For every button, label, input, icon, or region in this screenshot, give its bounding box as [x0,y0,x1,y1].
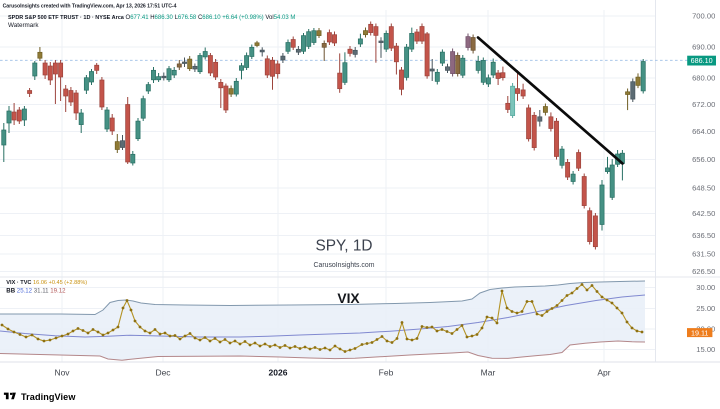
svg-text:Mar: Mar [481,368,496,378]
svg-text:SPY, 1D: SPY, 1D [315,238,372,255]
svg-text:Nov: Nov [54,368,70,378]
svg-text:656.00: 656.00 [692,155,715,164]
svg-text:680.00: 680.00 [692,74,715,83]
svg-text:SPDR S&P 500 ETF TRUST · 1D ·: SPDR S&P 500 ETF TRUST · 1D · NYSE Arca … [8,15,295,21]
svg-text:25.00: 25.00 [696,304,715,313]
svg-text:672.00: 672.00 [692,100,715,109]
svg-text:626.50: 626.50 [692,267,715,276]
svg-text:700.00: 700.00 [692,12,715,21]
svg-text:CarusoInsights.com: CarusoInsights.com [314,262,375,269]
svg-text:19.11: 19.11 [691,328,708,337]
svg-text:664.00: 664.00 [692,127,715,136]
svg-text:VIX: VIX [337,291,360,306]
svg-text:Feb: Feb [379,368,394,378]
svg-text:2026: 2026 [269,368,288,378]
svg-text:CarusoInsights created with Tr: CarusoInsights created with TradingView.… [3,4,177,10]
svg-text:BB 25.12 31.11 19.12: BB 25.12 31.11 19.12 [6,287,66,294]
svg-text:TradingView: TradingView [21,392,76,402]
svg-text:Apr: Apr [597,368,610,378]
svg-text:Dec: Dec [155,368,171,378]
svg-text:VIX · TVC 16.06 +0.45 (+2.88%): VIX · TVC 16.06 +0.45 (+2.88%) [6,280,87,286]
svg-text:631.50: 631.50 [692,250,715,259]
svg-text:686.10: 686.10 [691,56,713,65]
svg-text:Watermark: Watermark [8,22,39,29]
svg-text:648.50: 648.50 [692,184,715,193]
svg-text:690.00: 690.00 [692,43,715,52]
svg-text:642.50: 642.50 [692,209,715,218]
svg-text:30.00: 30.00 [696,283,715,292]
svg-text:636.50: 636.50 [692,231,715,240]
svg-text:15.00: 15.00 [696,345,715,354]
